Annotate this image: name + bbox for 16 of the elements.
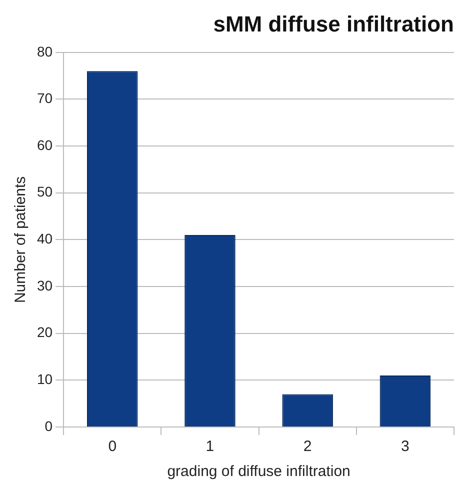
y-tick-label: 0 [44,418,53,434]
x-axis-title: grading of diffuse infiltration [167,463,350,480]
y-tick-label: 40 [36,230,53,247]
y-tick-label: 20 [36,324,53,340]
x-tick-label: 3 [401,438,410,456]
x-tick-label: 0 [108,438,117,456]
chart-title: sMM diffuse infiltration [213,11,454,36]
y-tick-label: 80 [36,43,53,60]
x-tick-label: 1 [206,438,214,456]
x-tick-label: 2 [303,438,312,456]
y-tick-label: 30 [36,277,53,294]
y-tick-label: 50 [36,184,53,200]
y-axis-title: Number of patients [12,176,30,304]
y-tick-label: 10 [36,371,53,388]
y-tick-label: 60 [36,136,53,153]
y-tick-label: 70 [36,90,53,106]
